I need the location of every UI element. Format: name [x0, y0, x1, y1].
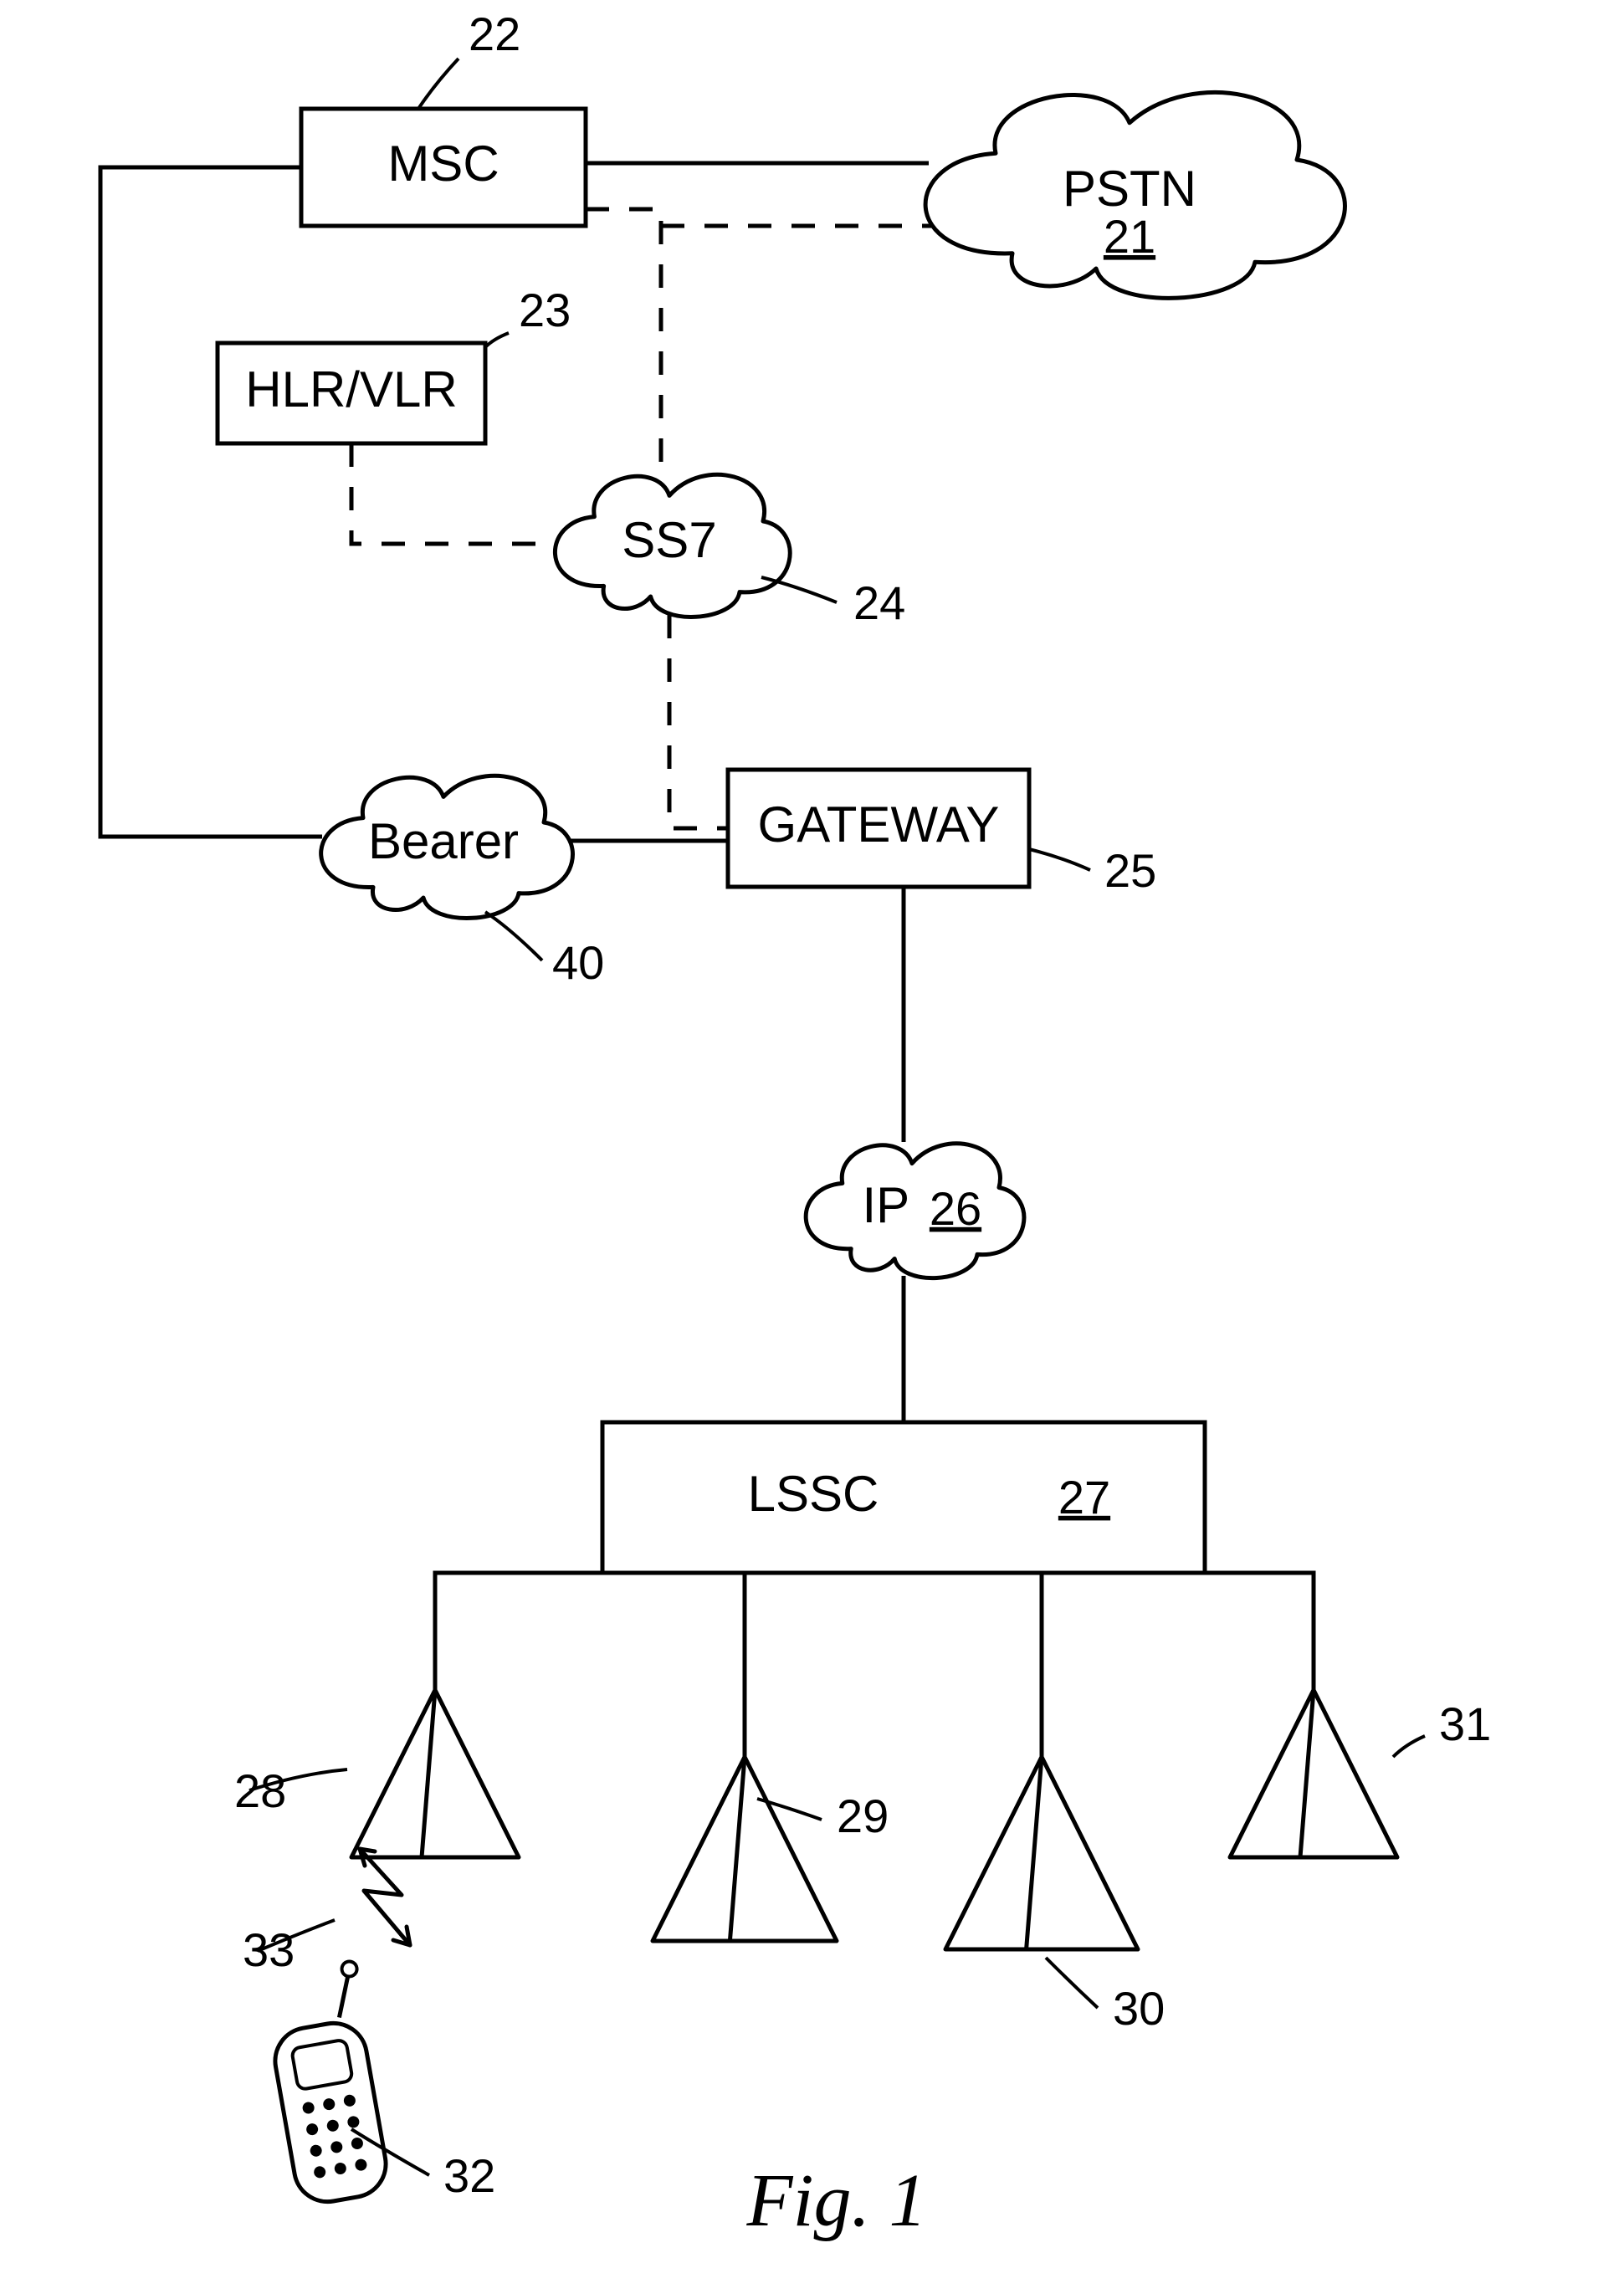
tower-31	[1230, 1690, 1397, 1857]
node-label-gateway: GATEWAY	[758, 796, 1000, 853]
node-msc: MSC	[301, 109, 586, 226]
ref-label-33: 33	[243, 1923, 295, 1976]
node-pstn: PSTN21	[925, 93, 1345, 299]
edge-dashed-1	[351, 443, 556, 544]
node-bearer: Bearer	[321, 776, 573, 918]
node-label-ip: IP	[862, 1177, 909, 1233]
ref-leader-24	[761, 577, 837, 602]
tower-29	[653, 1757, 837, 1941]
ref-leader-30	[1046, 1958, 1098, 2008]
node-label-ss7: SS7	[622, 512, 716, 568]
node-gateway: GATEWAY	[728, 770, 1029, 887]
ref-label-24: 24	[853, 576, 905, 629]
node-label-msc: MSC	[387, 136, 499, 192]
node-label-hlrvlr: HLR/VLR	[245, 361, 457, 417]
figure-label: Fig. 1	[746, 2159, 927, 2242]
rf-signal	[360, 1849, 410, 1945]
ref-label-32: 32	[443, 2149, 495, 2202]
network-diagram: MSC PSTN21 HLR/VLR SS7 Bearer GATEWAY IP 26 LSSC…	[0, 0, 1624, 2294]
ref-label-25: 25	[1104, 844, 1156, 897]
edge-dashed-0	[586, 209, 661, 473]
edge-solid-1	[100, 167, 322, 837]
edge-dashed-2	[669, 615, 728, 828]
tower-30	[945, 1757, 1138, 1949]
edge-solid-5	[435, 1573, 602, 1690]
node-ss7: SS7	[555, 474, 790, 617]
node-ref-lssc: 27	[1058, 1471, 1110, 1523]
node-label-bearer: Bearer	[368, 813, 519, 869]
ref-label-23: 23	[519, 284, 571, 336]
node-lssc: LSSC 27	[602, 1422, 1205, 1573]
ref-leader-23	[485, 333, 509, 347]
ref-label-28: 28	[234, 1764, 286, 1817]
node-ip: IP 26	[806, 1144, 1024, 1278]
node-ref-pstn: 21	[1104, 210, 1155, 263]
node-label-lssc: LSSC	[748, 1466, 879, 1522]
ref-label-30: 30	[1113, 1982, 1165, 2035]
mobile-phone	[270, 1960, 392, 2207]
node-ref-ip: 26	[930, 1182, 981, 1235]
node-label-pstn: PSTN	[1063, 161, 1196, 217]
ref-label-22: 22	[469, 8, 520, 60]
tower-28	[351, 1690, 519, 1857]
ref-label-29: 29	[837, 1790, 889, 1842]
edge-solid-8	[1205, 1573, 1314, 1690]
ref-leader-40	[485, 912, 542, 960]
ref-leader-31	[1393, 1736, 1425, 1757]
ref-leader-22	[418, 59, 459, 109]
ref-label-40: 40	[552, 936, 604, 989]
ref-label-31: 31	[1439, 1697, 1491, 1750]
ref-leader-25	[1029, 849, 1090, 870]
node-hlrvlr: HLR/VLR	[218, 343, 485, 443]
